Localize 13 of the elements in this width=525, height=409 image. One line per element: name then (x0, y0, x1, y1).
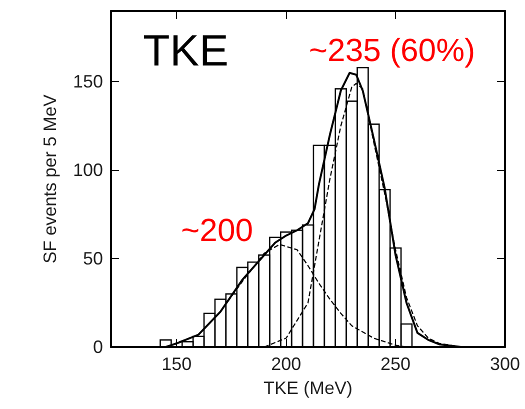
y-tick-label: 100 (72, 160, 103, 180)
annotation: ~200 (180, 212, 254, 248)
x-axis-title: TKE (MeV) (263, 378, 353, 398)
x-tick-label: 150 (162, 354, 192, 374)
y-tick-label: 150 (72, 72, 103, 92)
y-tick-label: 0 (92, 337, 103, 357)
x-tick-label: 200 (271, 354, 302, 374)
annotation: ~235 (60%) (308, 32, 476, 68)
x-tick-label: 300 (490, 354, 520, 374)
y-tick-label: 50 (82, 248, 103, 269)
chart-title: TKE (143, 26, 229, 76)
x-tick-label: 250 (380, 354, 411, 374)
y-axis-title: SF events per 5 MeV (40, 94, 60, 264)
